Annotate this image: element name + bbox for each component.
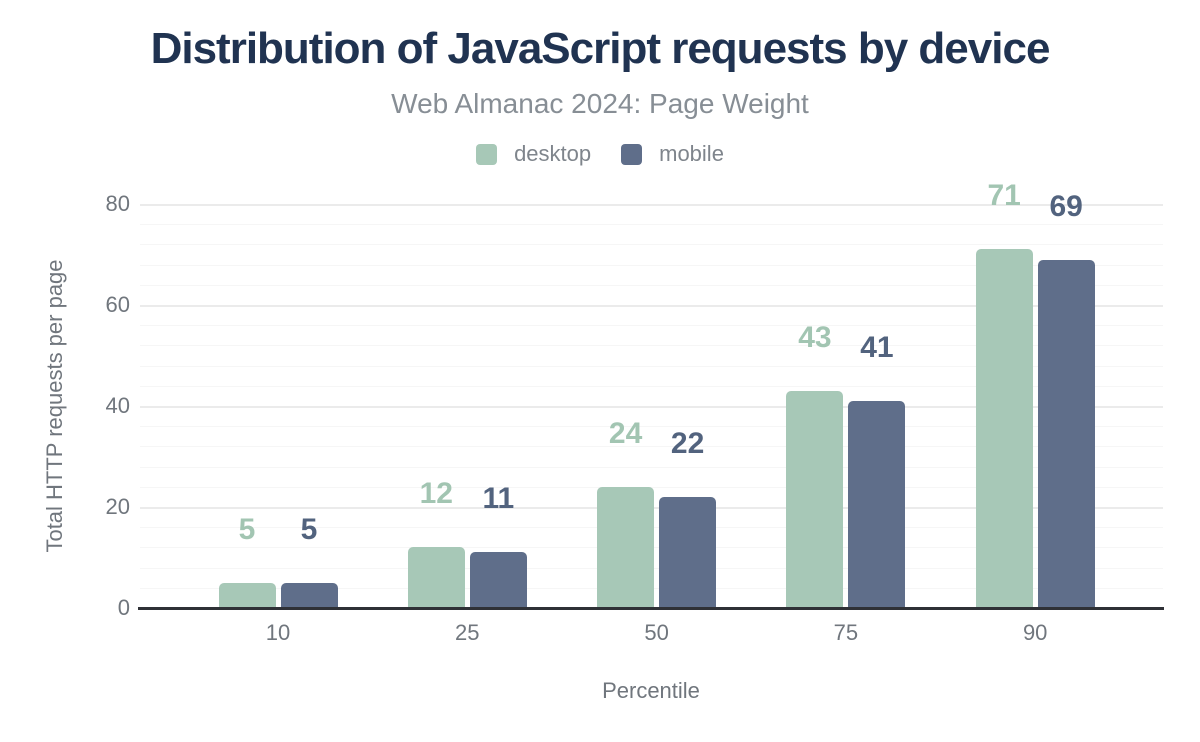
value-label-desktop-p90: 71 xyxy=(987,179,1021,213)
y-tick-label-20: 20 xyxy=(105,494,130,519)
gridline-minor-32 xyxy=(140,446,1163,448)
y-tick-label-80: 80 xyxy=(105,191,130,216)
bar-mobile-p50 xyxy=(659,496,717,608)
chart-title: Distribution of JavaScript requests by d… xyxy=(150,24,1051,73)
bar-mobile-p25 xyxy=(469,552,527,608)
chart-subtitle: Web Almanac 2024: Page Weight xyxy=(391,88,809,119)
value-label-mobile-p75: 41 xyxy=(860,330,894,364)
legend: desktop mobile xyxy=(0,141,1200,167)
gridline-major-80 xyxy=(140,204,1163,206)
bar-desktop-p10 xyxy=(218,582,276,608)
gridline-minor-36 xyxy=(140,426,1163,428)
value-label-desktop-p25: 12 xyxy=(419,477,453,511)
legend-label-desktop: desktop xyxy=(514,141,592,166)
gridline-minor-64 xyxy=(140,284,1163,286)
legend-swatch-desktop-icon xyxy=(476,143,498,165)
x-tick-label-50: 50 xyxy=(644,620,669,645)
bar-desktop-p50 xyxy=(597,486,655,608)
gridline-minor-48 xyxy=(140,365,1163,367)
bar-desktop-p25 xyxy=(407,547,465,608)
gridline-major-40 xyxy=(140,406,1163,408)
value-label-desktop-p75: 43 xyxy=(798,320,832,354)
value-label-mobile-p50: 22 xyxy=(670,426,705,460)
legend-label-mobile: mobile xyxy=(659,141,724,166)
gridline-minor-56 xyxy=(140,325,1163,327)
gridline-major-60 xyxy=(140,305,1163,307)
y-tick-label-40: 40 xyxy=(105,393,130,418)
bar-desktop-p90 xyxy=(975,249,1033,608)
value-label-mobile-p25: 11 xyxy=(482,482,515,516)
y-tick-label-60: 60 xyxy=(105,292,130,317)
value-label-mobile-p90: 69 xyxy=(1049,189,1083,223)
gridline-minor-72 xyxy=(140,244,1163,246)
value-label-desktop-p50: 24 xyxy=(608,416,643,450)
gridline-minor-68 xyxy=(140,264,1163,266)
bar-mobile-p90 xyxy=(1037,259,1095,608)
bar-mobile-p75 xyxy=(848,400,906,608)
gridline-minor-28 xyxy=(140,466,1163,468)
value-label-mobile-p10: 5 xyxy=(300,512,318,546)
x-tick-label-10: 10 xyxy=(265,620,291,645)
bar-desktop-p75 xyxy=(786,390,844,608)
x-axis-line xyxy=(138,607,1164,610)
x-tick-label-25: 25 xyxy=(455,620,480,645)
value-label-desktop-p10: 5 xyxy=(238,512,256,546)
legend-item-desktop: desktop xyxy=(476,141,591,167)
legend-swatch-mobile-icon xyxy=(621,143,643,165)
x-tick-label-75: 75 xyxy=(833,620,859,645)
bar-mobile-p10 xyxy=(280,582,338,608)
gridline-minor-52 xyxy=(140,345,1163,347)
y-tick-label-0: 0 xyxy=(117,595,130,620)
legend-item-mobile: mobile xyxy=(621,141,724,167)
x-tick-label-90: 90 xyxy=(1022,620,1048,645)
gridline-minor-44 xyxy=(140,385,1163,387)
x-axis-title: Percentile xyxy=(602,678,700,703)
gridline-minor-76 xyxy=(140,224,1163,226)
